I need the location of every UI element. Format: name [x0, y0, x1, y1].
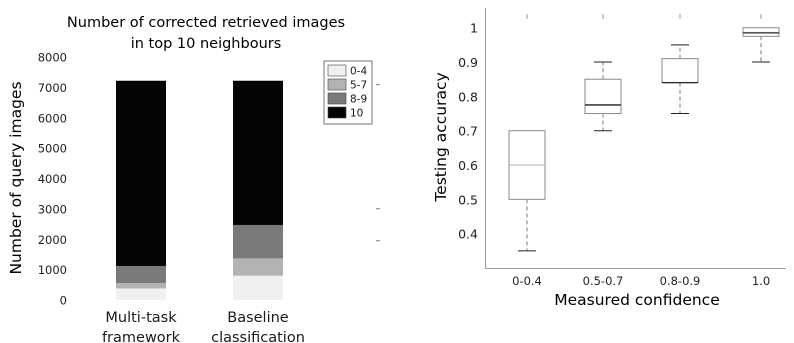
legend-label: 5-7: [350, 80, 367, 92]
left-y-tick-label: 8000: [38, 51, 67, 65]
left-category-labels: Multi-task framework Baseline classificatio…: [102, 310, 305, 343]
bar-segment-10: [233, 81, 283, 225]
left-y-tick-label: 0: [60, 294, 67, 308]
right-y-tick-labels: 0.4 0.5 0.6 0.7 0.8 0.9 1: [458, 21, 478, 242]
right-edge-tick-mark: [376, 84, 380, 86]
legend-swatch-0-4: [327, 64, 347, 77]
bar-segment-8-9: [116, 265, 166, 283]
left-category-label: Baseline: [227, 310, 289, 326]
right-category-label: 0.8-0.9: [660, 274, 701, 288]
legend-swatch-5-7: [327, 78, 347, 91]
bar-segment-10: [116, 81, 166, 266]
left-category-label: classification: [211, 330, 305, 343]
right-category-label: 0-0.4: [512, 274, 542, 288]
bar-segment-0-4: [233, 275, 283, 300]
left-bars: [116, 80, 283, 300]
right-y-tick-label: 0.5: [458, 192, 478, 207]
left-y-tick-labels: 0 1000 2000 3000 4000 5000 6000 7000 8000: [38, 51, 67, 308]
stacked-bar-chart: Number of corrected retrieved images in …: [7, 15, 380, 343]
left-y-tick-label: 2000: [38, 233, 67, 247]
right-y-tick-label: 0.9: [458, 55, 478, 70]
box: [584, 78, 622, 115]
bar-segment-8-9: [233, 224, 283, 259]
right-y-tick-label: 0.4: [458, 227, 478, 242]
left-y-tick-label: 6000: [38, 111, 67, 125]
right-category-label: 0.5-0.7: [583, 274, 624, 288]
box: [742, 27, 780, 37]
left-chart-title-line-1: Number of corrected retrieved images: [67, 15, 345, 31]
legend-label: 8-9: [350, 94, 367, 106]
bar-segment-0-4: [116, 288, 166, 300]
right-category-label: 1.0: [752, 274, 770, 288]
left-category-label: Multi-task: [105, 310, 177, 326]
right-y-tick-label: 0.7: [458, 124, 478, 139]
right-chart-x-axis-label: Measured confidence: [554, 291, 720, 309]
left-y-tick-label: 5000: [38, 142, 67, 156]
left-y-tick-label: 4000: [38, 172, 67, 186]
box: [661, 58, 699, 84]
legend-label: 10: [350, 108, 363, 120]
right-category-labels: 0-0.4 0.5-0.7 0.8-0.9 1.0: [512, 274, 770, 288]
left-y-tick-label: 1000: [38, 263, 67, 277]
left-y-tick-label: 3000: [38, 202, 67, 216]
left-chart-y-axis-label: Number of query images: [7, 81, 25, 274]
left-y-tick-label: 7000: [38, 81, 67, 95]
box-plot-chart: Testing accuracy Measured confidence 0.4…: [432, 8, 786, 309]
bar-segment-5-7: [116, 282, 166, 289]
legend-swatch-8-9: [327, 92, 347, 105]
right-edge-tick-mark: [376, 208, 380, 210]
left-category-label: framework: [102, 330, 181, 343]
right-y-tick-label: 0.6: [458, 158, 478, 173]
bar-segment-5-7: [233, 258, 283, 276]
left-legend: 0-4 5-7 8-9 10: [323, 60, 373, 125]
right-chart-y-axis-label: Testing accuracy: [432, 72, 450, 202]
right-edge-tick-mark: [376, 240, 380, 242]
right-y-tick-label: 1: [470, 21, 478, 36]
legend-label: 0-4: [350, 66, 367, 78]
legend-swatch-10: [327, 106, 347, 119]
right-y-tick-label: 0.8: [458, 89, 478, 104]
left-chart-title-line-2: in top 10 neighbours: [131, 36, 282, 52]
right-boxes: [508, 14, 780, 252]
